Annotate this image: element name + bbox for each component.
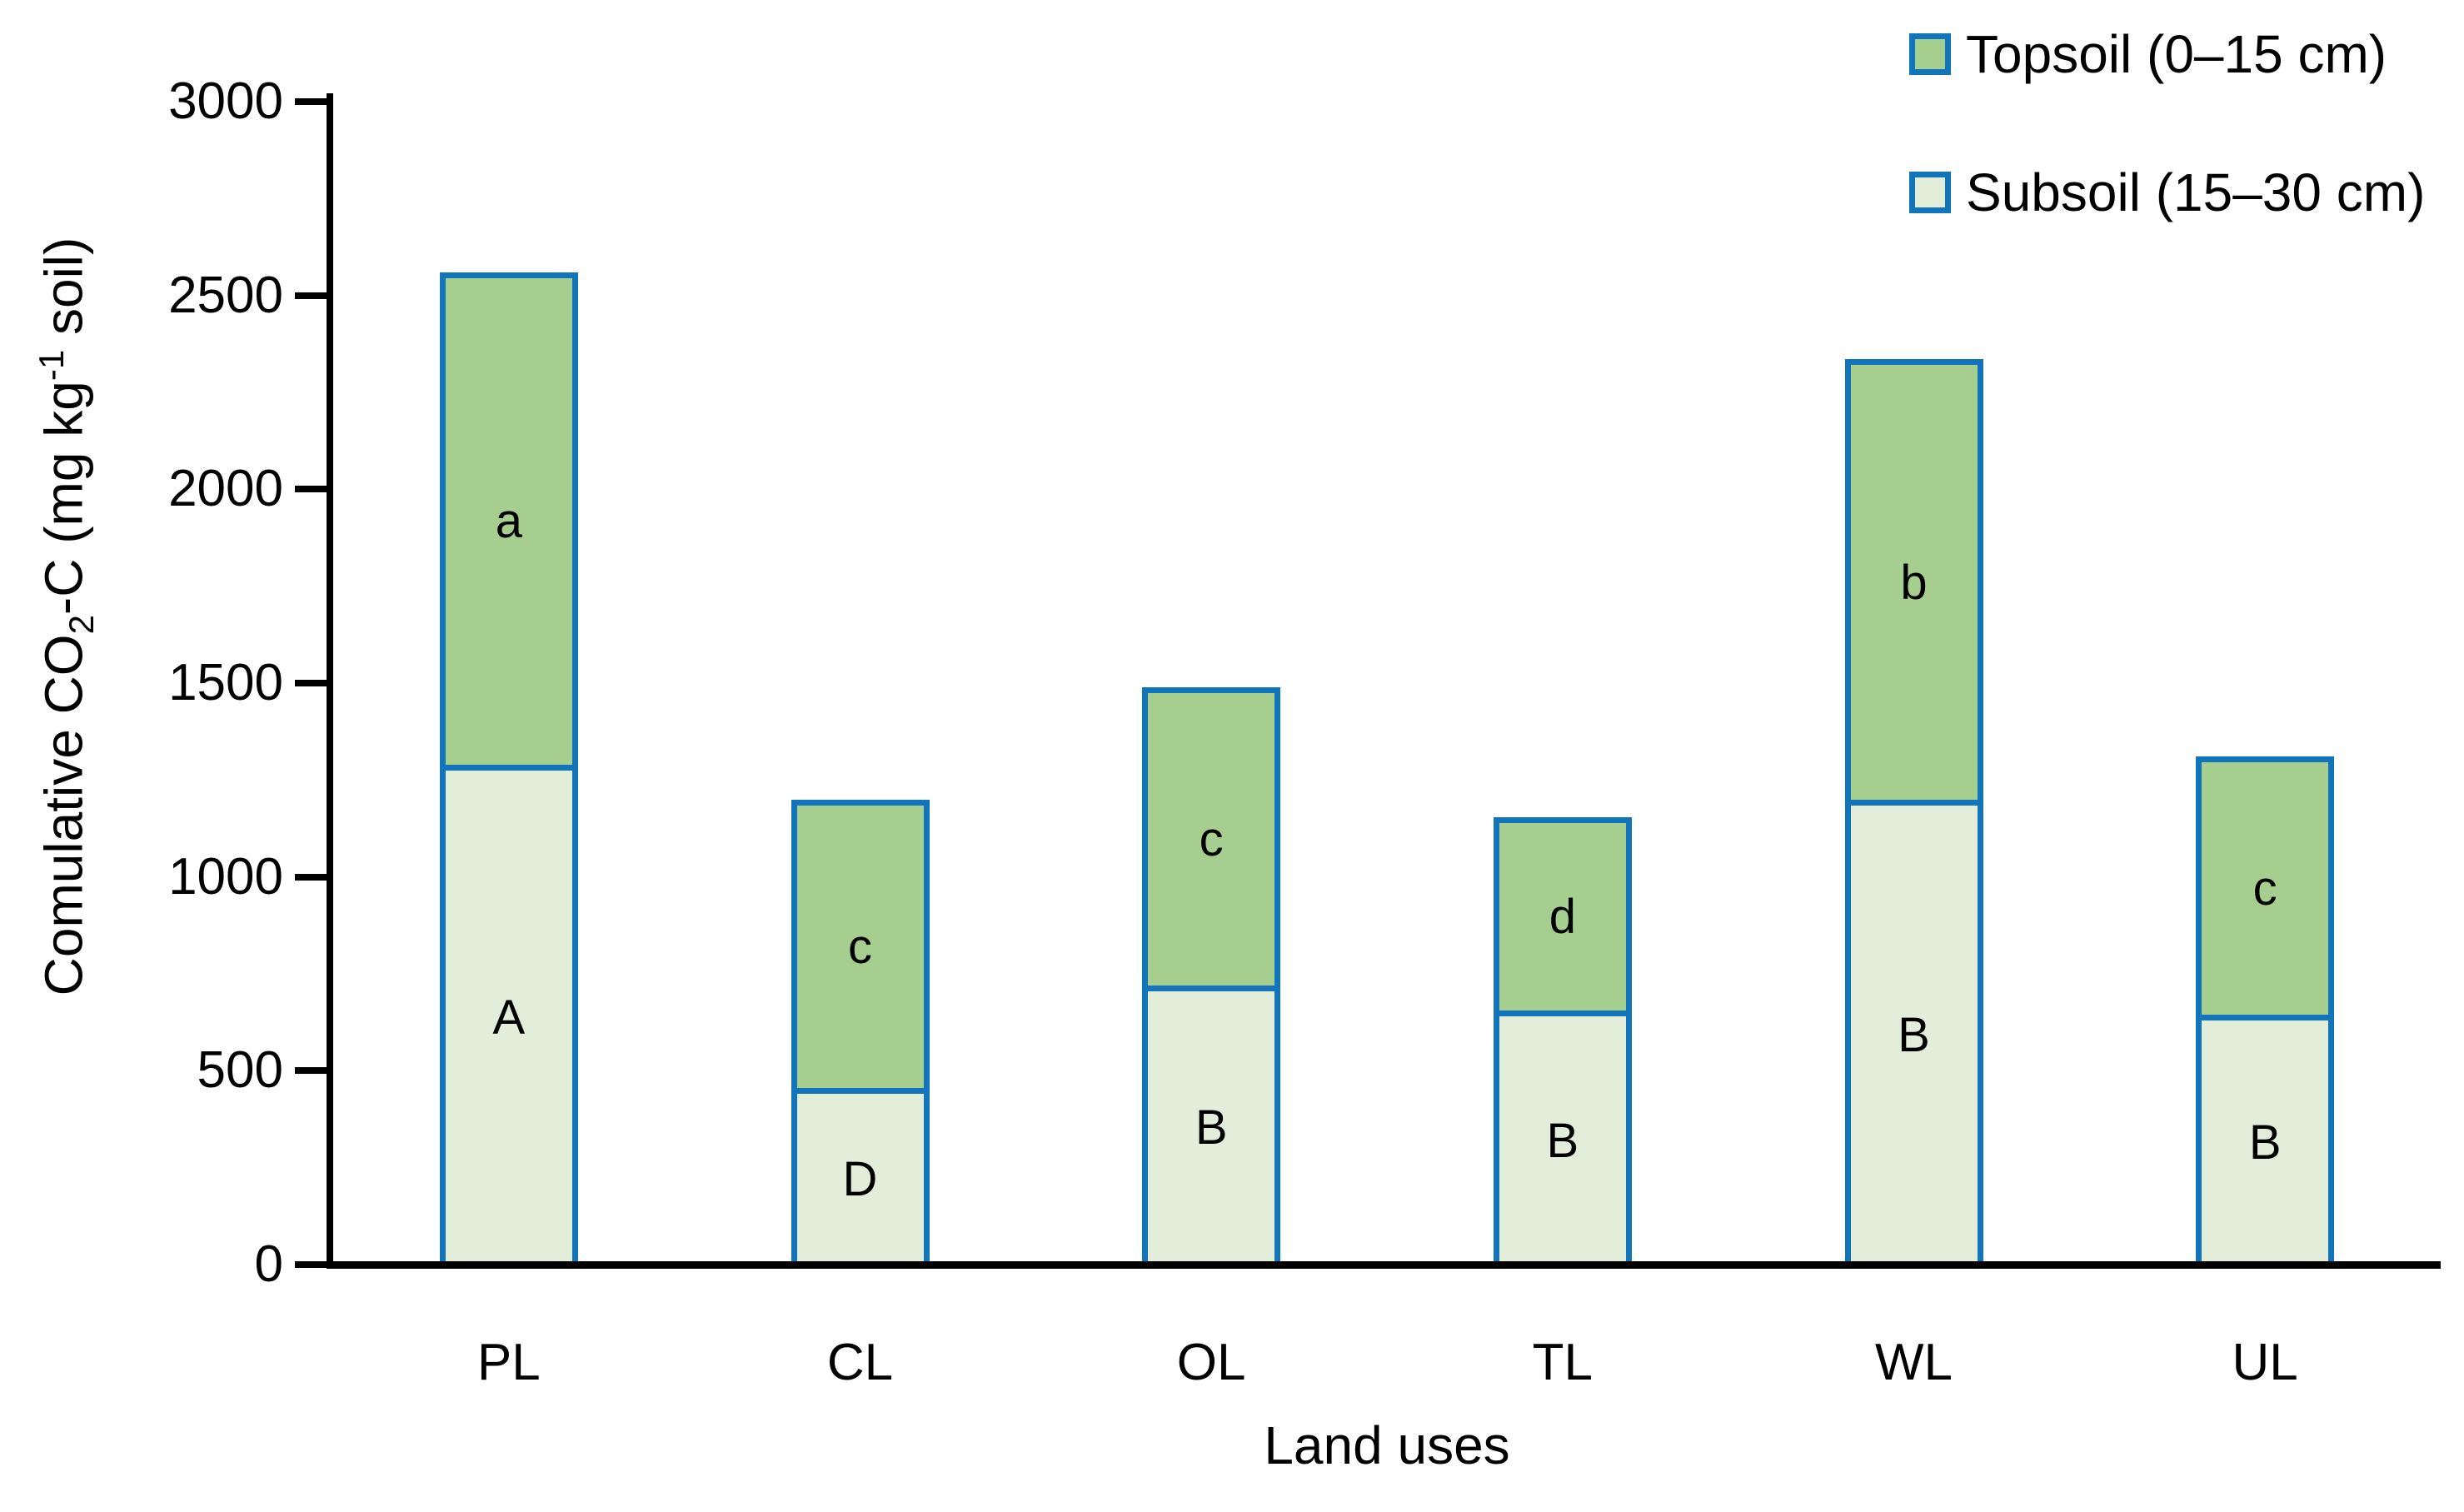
y-tick-label: 2000 [168, 460, 283, 518]
bar-segment-subsoil-CL: D [791, 1088, 930, 1265]
bar-segment-subsoil-OL: B [1142, 985, 1281, 1265]
x-category-label-CL: CL [826, 1334, 894, 1391]
bar-segment-topsoil-TL: d [1493, 816, 1632, 1017]
segment-letter: a [495, 494, 522, 549]
bar-segment-topsoil-PL: a [439, 272, 578, 771]
y-tick-label: 500 [197, 1041, 283, 1100]
segment-letter: B [2248, 1115, 2282, 1170]
legend: Topsoil (0–15 cm) Subsoil (15–30 cm) [1909, 23, 2425, 223]
y-tick-label: 1000 [168, 847, 283, 906]
x-axis-line [327, 1261, 2441, 1269]
bar-segment-topsoil-CL: c [791, 799, 930, 1095]
segment-letter: D [842, 1152, 878, 1207]
segment-letter: B [1898, 1007, 1930, 1062]
segment-letter: d [1549, 889, 1576, 944]
x-category-label-PL: PL [476, 1334, 541, 1391]
bar-segment-subsoil-UL: B [2196, 1014, 2335, 1265]
y-axis-title: Comulative CO2-C (mg kg-1 soil) [14, 33, 101, 1200]
bar-segment-subsoil-TL: B [1493, 1010, 1632, 1265]
bar-segment-topsoil-WL: b [1844, 359, 1983, 806]
segment-letter: c [848, 919, 872, 974]
y-tick [295, 1067, 327, 1075]
y-tick-label: 2500 [168, 266, 283, 324]
legend-item-subsoil: Subsoil (15–30 cm) [1909, 162, 2425, 223]
y-tick [295, 292, 327, 299]
segment-letter: A [492, 990, 526, 1045]
topsoil-swatch-icon [1909, 33, 1951, 75]
segment-letter: c [2252, 861, 2277, 916]
y-tick-label: 1500 [168, 654, 283, 711]
segment-letter: B [1546, 1113, 1579, 1168]
segment-letter: b [1900, 555, 1928, 610]
y-tick [295, 98, 327, 105]
y-axis-title-superscript: -1 [32, 349, 71, 382]
x-category-label-UL: UL [2232, 1334, 2298, 1391]
bar-segment-subsoil-PL: A [439, 764, 578, 1265]
y-tick [295, 680, 327, 686]
y-axis-title-subscript: 2 [62, 615, 102, 635]
bar-segment-topsoil-OL: c [1142, 686, 1281, 991]
segment-letter: B [1195, 1100, 1228, 1155]
x-category-label-TL: TL [1532, 1334, 1593, 1391]
x-category-label-OL: OL [1176, 1334, 1246, 1391]
legend-label-subsoil: Subsoil (15–30 cm) [1966, 162, 2426, 222]
bar-segment-subsoil-WL: B [1844, 799, 1983, 1265]
x-category-label-WL: WL [1875, 1334, 1953, 1391]
y-tick-label: 3000 [168, 72, 283, 130]
y-tick [295, 1261, 327, 1268]
y-tick [295, 873, 327, 881]
subsoil-swatch-icon [1909, 172, 1951, 213]
y-axis-line [327, 93, 333, 1268]
legend-item-topsoil: Topsoil (0–15 cm) [1909, 23, 2425, 85]
x-axis-title: Land uses [1264, 1415, 1510, 1475]
legend-label-topsoil: Topsoil (0–15 cm) [1966, 24, 2387, 84]
segment-letter: c [1199, 811, 1224, 866]
bar-segment-topsoil-UL: c [2196, 756, 2335, 1020]
y-tick-label: 0 [254, 1235, 283, 1293]
y-tick [295, 486, 327, 493]
